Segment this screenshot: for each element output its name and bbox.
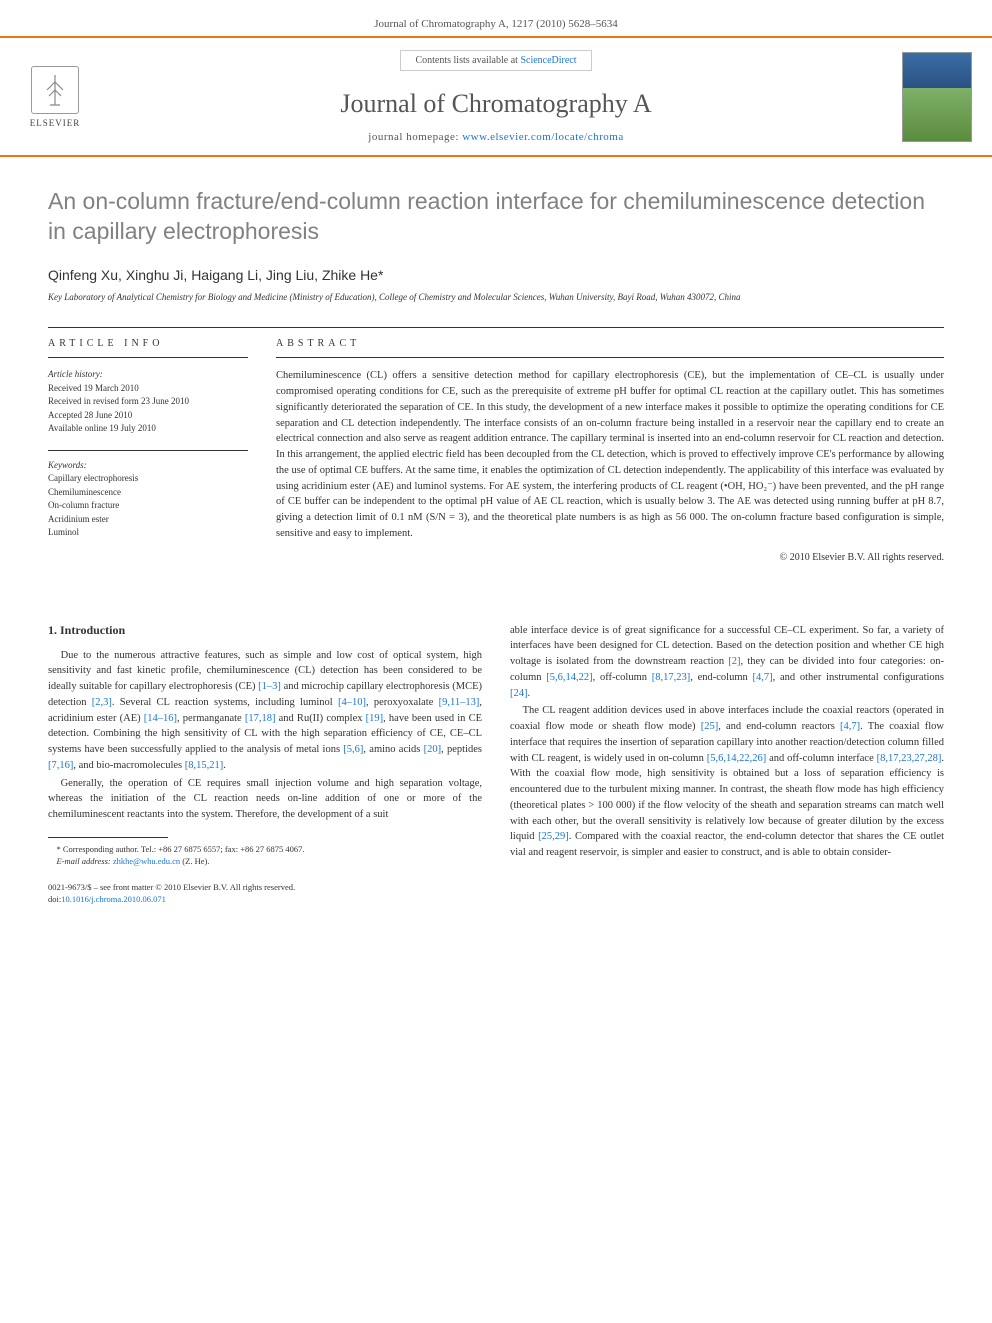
- text-run: .: [223, 760, 226, 771]
- email-suffix: (Z. He).: [180, 856, 209, 866]
- journal-name: Journal of Chromatography A: [90, 89, 902, 119]
- doi-line: doi:10.1016/j.chroma.2010.06.071: [48, 894, 944, 906]
- keywords-label: Keywords:: [48, 459, 248, 473]
- email-link[interactable]: zhkhe@whu.edu.cn: [113, 856, 180, 866]
- text-run: , peptides: [441, 744, 482, 755]
- elsevier-logo: ELSEVIER: [20, 57, 90, 137]
- homepage-line: journal homepage: www.elsevier.com/locat…: [90, 131, 902, 143]
- page-footer: 0021-9673/$ – see front matter © 2010 El…: [0, 868, 992, 926]
- text-run: Generally, the operation of CE requires …: [48, 778, 482, 821]
- online-date: Available online 19 July 2010: [48, 422, 248, 436]
- ref-link[interactable]: [8,17,23]: [652, 672, 691, 683]
- history-label: Article history:: [48, 368, 248, 382]
- ref-link[interactable]: [4,7]: [840, 721, 860, 732]
- keyword: Chemiluminescence: [48, 486, 248, 500]
- corresponding-author-footnote: * Corresponding author. Tel.: +86 27 687…: [48, 844, 482, 856]
- text-run: . With the coaxial flow mode, high sensi…: [510, 753, 944, 843]
- abstract-label: ABSTRACT: [276, 328, 944, 358]
- intro-para-3: The CL reagent addition devices used in …: [510, 703, 944, 861]
- keyword: On-column fracture: [48, 499, 248, 513]
- contents-prefix: Contents lists available at: [415, 55, 520, 66]
- text-run: . Compared with the coaxial reactor, the…: [510, 831, 944, 858]
- intro-para-2a: Generally, the operation of CE requires …: [48, 776, 482, 823]
- info-divider: [48, 450, 248, 451]
- doi-link[interactable]: 10.1016/j.chroma.2010.06.071: [61, 894, 166, 904]
- article-info-label: ARTICLE INFO: [48, 328, 248, 358]
- ref-link[interactable]: [24]: [510, 688, 528, 699]
- ref-link[interactable]: [4–10]: [338, 697, 366, 708]
- sciencedirect-link[interactable]: ScienceDirect: [520, 55, 576, 66]
- article-info-column: ARTICLE INFO Article history: Received 1…: [48, 328, 248, 562]
- keywords-block: Keywords: Capillary electrophoresis Chem…: [48, 459, 248, 540]
- text-run: and Ru(II) complex: [275, 713, 365, 724]
- abstract-column: ABSTRACT Chemiluminescence (CL) offers a…: [276, 328, 944, 562]
- text-run: , and bio-macromolecules: [73, 760, 184, 771]
- affiliation: Key Laboratory of Analytical Chemistry f…: [48, 291, 944, 304]
- ref-link[interactable]: [25]: [701, 721, 719, 732]
- homepage-link[interactable]: www.elsevier.com/locate/chroma: [462, 131, 624, 143]
- contents-available: Contents lists available at ScienceDirec…: [400, 50, 591, 71]
- text-run: .: [528, 688, 531, 699]
- ref-link[interactable]: [25,29]: [538, 831, 569, 842]
- revised-date: Received in revised form 23 June 2010: [48, 395, 248, 409]
- ref-link[interactable]: [5,6,14,22,26]: [707, 753, 767, 764]
- email-label: E-mail address:: [57, 856, 113, 866]
- text-run: , peroxyoxalate: [366, 697, 439, 708]
- ref-link[interactable]: [2]: [728, 656, 740, 667]
- ref-link[interactable]: [9,11–13]: [439, 697, 480, 708]
- keyword: Luminol: [48, 526, 248, 540]
- ref-link[interactable]: [8,15,21]: [185, 760, 224, 771]
- intro-para-2b: able interface device is of great signif…: [510, 623, 944, 702]
- ref-link[interactable]: [20]: [424, 744, 442, 755]
- text-run: , and end-column reactors: [718, 721, 840, 732]
- elsevier-tree-icon: [31, 66, 79, 114]
- text-run: , and other instrumental configurations: [773, 672, 944, 683]
- journal-masthead: ELSEVIER Contents lists available at Sci…: [0, 36, 992, 157]
- ref-link[interactable]: [1–3]: [258, 681, 281, 692]
- ref-link[interactable]: [4,7]: [752, 672, 772, 683]
- accepted-date: Accepted 28 June 2010: [48, 409, 248, 423]
- keyword: Acridinium ester: [48, 513, 248, 527]
- ref-link[interactable]: [14–16]: [144, 713, 177, 724]
- text-run: , off-column: [593, 672, 652, 683]
- text-run: , permanganate: [177, 713, 245, 724]
- ref-link[interactable]: [5,6,14,22]: [546, 672, 592, 683]
- article-history-block: Article history: Received 19 March 2010 …: [48, 368, 248, 436]
- article-front-matter: An on-column fracture/end-column reactio…: [0, 157, 992, 583]
- ref-link[interactable]: [8,17,23,27,28]: [877, 753, 942, 764]
- body-two-column: 1. Introduction Due to the numerous attr…: [0, 623, 992, 868]
- journal-cover-thumbnail: [902, 52, 972, 142]
- front-matter-line: 0021-9673/$ – see front matter © 2010 El…: [48, 882, 944, 894]
- article-title: An on-column fracture/end-column reactio…: [48, 187, 944, 247]
- email-footnote: E-mail address: zhkhe@whu.edu.cn (Z. He)…: [48, 856, 482, 868]
- info-abstract-row: ARTICLE INFO Article history: Received 1…: [48, 327, 944, 562]
- section-heading-intro: 1. Introduction: [48, 623, 482, 638]
- ref-link[interactable]: [19]: [366, 713, 384, 724]
- ref-link[interactable]: [7,16]: [48, 760, 73, 771]
- keyword: Capillary electrophoresis: [48, 472, 248, 486]
- homepage-prefix: journal homepage:: [368, 131, 462, 143]
- abstract-text: Chemiluminescence (CL) offers a sensitiv…: [276, 368, 944, 541]
- text-run: , end-column: [690, 672, 752, 683]
- text-run: . Several CL reaction systems, including…: [112, 697, 338, 708]
- masthead-center: Contents lists available at ScienceDirec…: [90, 50, 902, 143]
- intro-para-1: Due to the numerous attractive features,…: [48, 648, 482, 774]
- text-run: , amino acids: [363, 744, 423, 755]
- received-date: Received 19 March 2010: [48, 382, 248, 396]
- doi-prefix: doi:: [48, 894, 61, 904]
- ref-link[interactable]: [5,6]: [343, 744, 363, 755]
- text-run: and off-column interface: [766, 753, 876, 764]
- footnote-separator: [48, 837, 168, 838]
- elsevier-label: ELSEVIER: [30, 118, 81, 128]
- abstract-copyright: © 2010 Elsevier B.V. All rights reserved…: [276, 552, 944, 563]
- author-list: Qinfeng Xu, Xinghu Ji, Haigang Li, Jing …: [48, 267, 944, 283]
- ref-link[interactable]: [17,18]: [245, 713, 276, 724]
- running-header: Journal of Chromatography A, 1217 (2010)…: [0, 0, 992, 36]
- ref-link[interactable]: [2,3]: [92, 697, 112, 708]
